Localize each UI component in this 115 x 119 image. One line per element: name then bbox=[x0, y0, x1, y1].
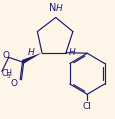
Text: H: H bbox=[27, 48, 34, 57]
Polygon shape bbox=[21, 53, 42, 64]
Text: CH: CH bbox=[1, 69, 12, 78]
Text: Cl: Cl bbox=[82, 102, 91, 111]
Text: H: H bbox=[55, 4, 62, 13]
Text: O: O bbox=[2, 50, 9, 60]
Text: H: H bbox=[68, 48, 75, 57]
Text: O: O bbox=[10, 79, 17, 88]
Text: N: N bbox=[49, 3, 56, 13]
Text: 3: 3 bbox=[6, 74, 10, 79]
